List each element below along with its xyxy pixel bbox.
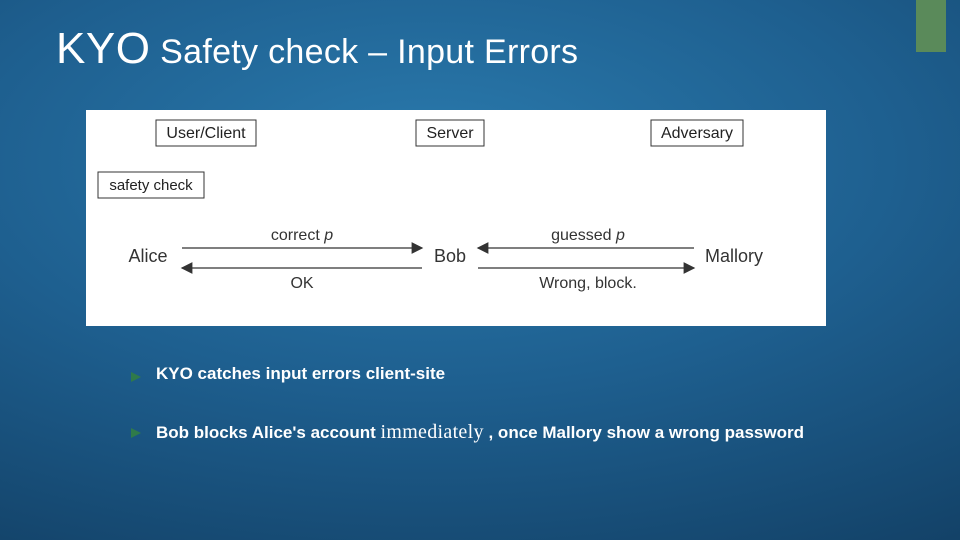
edge-label-correct-p: correct p — [271, 227, 333, 244]
bullet-marker-icon — [130, 422, 142, 446]
role-label-server: Server — [426, 125, 474, 142]
bullet-marker-icon — [130, 366, 142, 390]
participant-alice: Alice — [128, 246, 167, 266]
edge-label-wrong-block: Wrong, block. — [539, 275, 637, 292]
bullet-list: KYO catches input errors client-site Bob… — [130, 362, 870, 474]
edge-label-guessed-p: guessed p — [551, 227, 625, 244]
safety-check-label: safety check — [109, 177, 193, 194]
slide-title: KYO Safety check – Input Errors — [56, 24, 578, 74]
role-label-user: User/Client — [166, 125, 246, 142]
protocol-diagram: User/Client Server Adversary safety chec… — [86, 110, 826, 326]
corner-accent — [916, 0, 946, 52]
role-label-adversary: Adversary — [661, 125, 733, 142]
edge-label-ok: OK — [290, 275, 313, 292]
bullet-text: Bob blocks Alice's account immediately ,… — [156, 418, 804, 446]
participant-mallory: Mallory — [705, 246, 763, 266]
title-rest: Safety check – Input Errors — [150, 33, 578, 71]
participant-bob: Bob — [434, 246, 466, 266]
serif-emphasis: immediately — [380, 421, 483, 443]
title-prefix: KYO — [56, 24, 150, 73]
bullet-text: KYO catches input errors client-site — [156, 362, 445, 386]
bullet-item: Bob blocks Alice's account immediately ,… — [130, 418, 870, 446]
bullet-item: KYO catches input errors client-site — [130, 362, 870, 390]
slide: KYO Safety check – Input Errors User/Cli… — [0, 0, 960, 540]
